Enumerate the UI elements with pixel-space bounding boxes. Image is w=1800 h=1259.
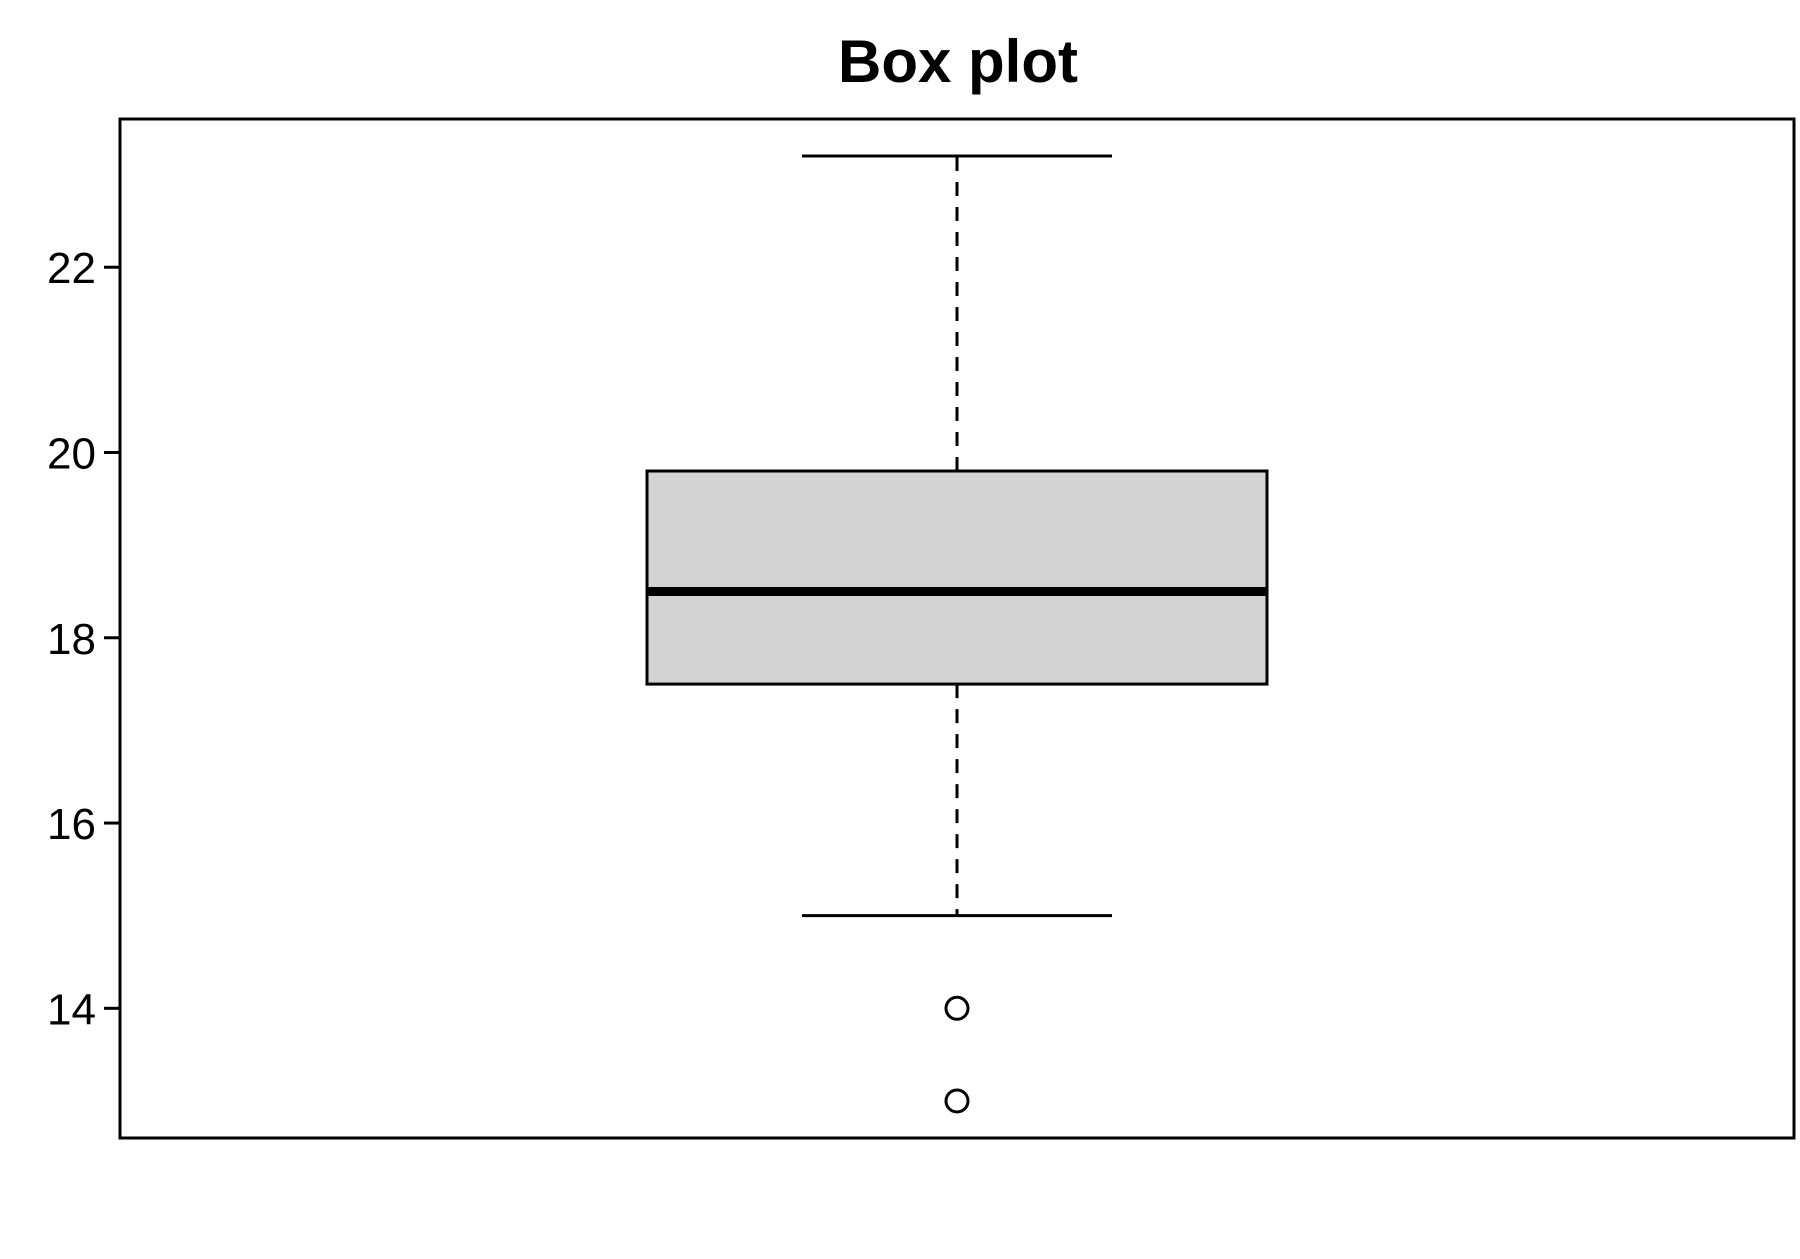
y-axis: 14 16 18 20 22 bbox=[47, 244, 120, 1034]
y-tick-label-20: 20 bbox=[47, 429, 96, 478]
iqr-box bbox=[645, 469, 1269, 686]
outlier-point-1 bbox=[944, 995, 970, 1021]
y-tick-label-22: 22 bbox=[47, 244, 96, 293]
box-group bbox=[645, 154, 1269, 1114]
y-tick-label-16: 16 bbox=[47, 800, 96, 849]
plot-frame bbox=[118, 117, 1796, 1140]
outlier-point-2 bbox=[944, 1088, 970, 1114]
y-tick-label-14: 14 bbox=[47, 985, 96, 1034]
chart-title: Box plot bbox=[838, 28, 1078, 95]
y-tick-label-18: 18 bbox=[47, 615, 96, 664]
